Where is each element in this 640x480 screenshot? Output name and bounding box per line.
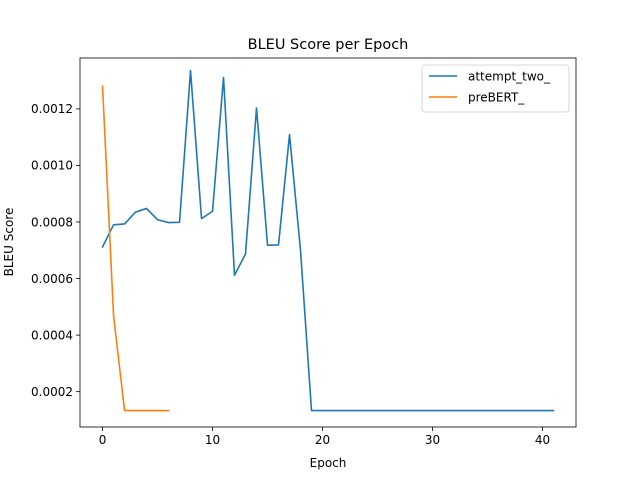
x-tick-label: 20 [315, 433, 330, 447]
x-tick-label: 30 [425, 433, 440, 447]
y-tick-label: 0.0002 [31, 385, 73, 399]
legend: attempt_two_ preBERT_ [421, 64, 570, 113]
plot-lines [101, 69, 555, 412]
plot-frame [79, 57, 577, 428]
y-tick-label: 0.0004 [31, 328, 73, 342]
x-tick-label: 0 [99, 433, 107, 447]
y-axis-label: BLEU Score [2, 208, 16, 277]
y-tick-label: 0.0008 [31, 215, 73, 229]
chart-title: BLEU Score per Epoch [248, 37, 409, 53]
series-line-1 [101, 85, 170, 412]
y-tick-label: 0.0010 [31, 159, 73, 173]
x-axis-ticks: 0 10 20 30 40 [99, 427, 550, 447]
x-tick-label: 10 [205, 433, 220, 447]
x-tick-label: 40 [535, 433, 550, 447]
legend-box [421, 64, 570, 113]
x-axis-label: Epoch [310, 456, 347, 470]
series-line-0 [101, 69, 555, 412]
y-tick-label: 0.0012 [31, 102, 73, 116]
y-axis-ticks: 0.0002 0.0004 0.0006 0.0008 0.0010 0.0012 [31, 102, 80, 399]
legend-label-0: attempt_two_ [468, 69, 551, 83]
legend-label-1: preBERT_ [468, 90, 525, 104]
y-tick-label: 0.0006 [31, 272, 73, 286]
